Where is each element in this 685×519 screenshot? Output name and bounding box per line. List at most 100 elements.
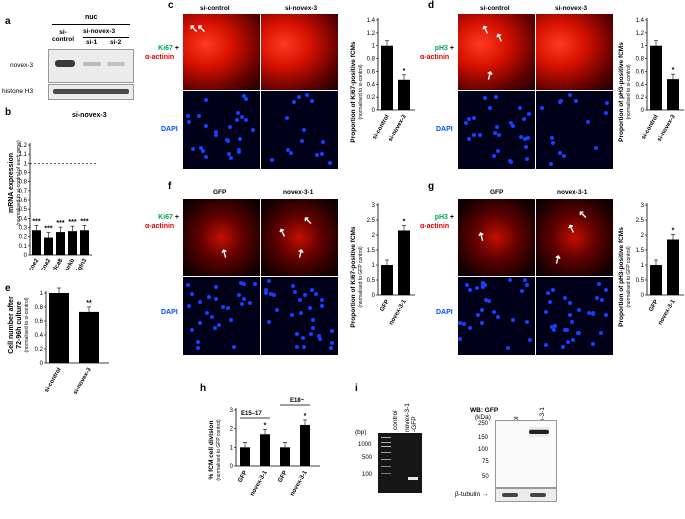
nucleus-dot: [598, 330, 603, 335]
nucleus-dot: [487, 299, 492, 304]
i-marker-100: 100: [362, 472, 373, 478]
h-bar-0: [240, 447, 250, 466]
i-wb-50: 50: [482, 474, 489, 480]
nucleus-dot: [214, 129, 219, 134]
g-marker1: pH3: [434, 214, 448, 221]
nucleus-dot: [187, 304, 192, 309]
nucleus-dot: [329, 340, 334, 345]
e-ytick-label-4: 0.8: [35, 305, 44, 311]
a-si2: si-2: [110, 39, 122, 46]
nucleus-dot: [320, 140, 325, 145]
nucleus-dot: [519, 134, 524, 139]
c-ytick-label-2: 0.4: [367, 82, 376, 88]
nucleus-dot: [237, 149, 242, 154]
nucleus-dot: [492, 309, 497, 314]
d-xlabel-1: si-novex-3: [657, 113, 677, 142]
b-sig-2: ***: [56, 220, 64, 227]
h-ylabel: % fCM cell division: [208, 421, 215, 480]
d-dapi: DAPI: [436, 126, 453, 133]
nucleus-dot: [225, 305, 230, 310]
nucleus-dot: [207, 294, 212, 299]
nucleus-dot: [597, 281, 602, 286]
chart-d: Proportion of pH3-positive fCMs (normali…: [618, 18, 684, 143]
g-ytick-label-3: 1.5: [636, 248, 645, 254]
h-ytick-label-3: 3: [230, 408, 234, 414]
nucleus-dot: [237, 147, 242, 152]
b-xlabel-0: Ccne2: [26, 257, 41, 270]
nucleus-dot: [267, 320, 272, 325]
nucleus-dot: [196, 114, 201, 119]
nucleus-dot: [522, 136, 527, 141]
d-col1: si-control: [480, 5, 510, 12]
arrow-icon: ↖: [481, 68, 497, 83]
nucleus-dot: [494, 125, 499, 130]
nucleus-dot: [479, 321, 484, 326]
c-ytick-label-1: 0.2: [367, 95, 376, 101]
nucleus-dot: [252, 281, 257, 286]
i-lane2: novex-3-1 -GFP: [404, 403, 418, 432]
b-ytick-label-1: 0.1: [19, 244, 28, 250]
e-ytick-label-5: 1: [40, 291, 44, 297]
nucleus-dot: [214, 132, 219, 137]
f-micrograph-actin-2: ↖ ↖ ↖: [261, 199, 338, 276]
d-sig-1: *: [672, 67, 675, 74]
nucleus-dot: [508, 277, 513, 282]
c-micrograph-actin-1: ↖ ↖: [183, 14, 260, 90]
nucleus-dot: [293, 290, 298, 295]
i-wb-75: 75: [482, 459, 489, 465]
nucleus-dot: [270, 158, 275, 163]
arrow-icon: ↖: [578, 209, 588, 222]
i-wb-blot: [495, 420, 557, 488]
b-ytick-label-10: 1: [24, 161, 28, 167]
nucleus-dot: [235, 117, 240, 122]
nucleus-dot: [264, 287, 269, 292]
d-marker1: pH3: [434, 45, 448, 52]
e-ylabel: Cell number after: [8, 296, 15, 354]
g-bar-0: [650, 265, 662, 295]
h-sig-1: *: [264, 422, 267, 429]
nucleus-dot: [191, 147, 196, 151]
d-ytick-label-2: 0.4: [636, 82, 645, 88]
h-ytick-label-1: 1: [230, 445, 234, 451]
b-bar-2: [56, 232, 65, 255]
panel-label-h: h: [200, 383, 207, 394]
nucleus-dot: [317, 336, 322, 341]
nucleus-dot: [302, 128, 307, 133]
nucleus-dot: [290, 284, 295, 289]
d-bar-0: [650, 45, 662, 110]
nucleus-dot: [302, 292, 307, 297]
f-ytick-label-3: 1.5: [367, 248, 376, 254]
f-bar-0: [381, 265, 393, 295]
i-lane1: control: [392, 410, 399, 430]
nucleus-dot: [329, 329, 334, 334]
nucleus-dot: [216, 323, 221, 328]
b-sig-0: ***: [32, 218, 40, 225]
nucleus-dot: [570, 338, 575, 343]
nucleus-dot: [317, 334, 322, 339]
nucleus-dot: [466, 137, 471, 142]
d-ylabel2: (normalised to si-control): [626, 64, 632, 119]
nucleus-dot: [244, 97, 249, 102]
nucleus-dot: [539, 105, 544, 110]
b-title: si-novex-3: [72, 112, 107, 119]
nucleus-dot: [492, 130, 497, 135]
nucleus-dot: [241, 297, 246, 302]
nucleus-dot: [565, 327, 570, 332]
b-ytick-label-3: 0.3: [19, 226, 28, 232]
nucleus-dot: [574, 98, 579, 103]
c-ytick-label-0: 0: [372, 108, 376, 114]
nucleus-dot: [518, 105, 523, 110]
g-ytick-label-6: 3: [641, 203, 645, 209]
nucleus-dot: [213, 285, 218, 290]
nucleus-dot: [479, 308, 484, 313]
nucleus-dot: [551, 328, 556, 332]
c-ytick-label-3: 0.6: [367, 69, 376, 75]
nucleus-dot: [315, 152, 320, 157]
nucleus-dot: [299, 311, 304, 316]
nucleus-dot: [511, 123, 516, 128]
nucleus-dot: [238, 136, 243, 141]
d-ytick-label-5: 1: [641, 44, 645, 50]
nucleus-dot: [274, 307, 279, 312]
g-ylabel2: (normalised to GFP control): [626, 246, 632, 308]
nucleus-dot: [243, 117, 248, 122]
